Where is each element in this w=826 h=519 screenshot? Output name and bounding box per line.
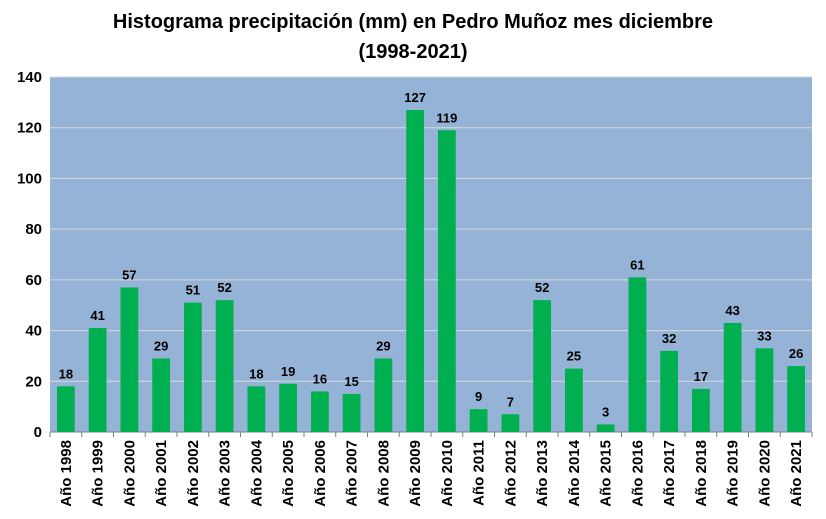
- x-tick-label: Año 2008: [375, 440, 392, 507]
- data-label: 15: [344, 374, 358, 389]
- x-tick-label: Año 1999: [90, 440, 107, 507]
- data-label: 9: [475, 389, 482, 404]
- x-tick-label: Año 2012: [502, 440, 519, 507]
- y-tick-label: 40: [25, 323, 42, 340]
- x-tick-label: Año 2009: [407, 440, 424, 507]
- bar-series: [56, 109, 806, 432]
- bar: [533, 300, 552, 432]
- x-tick-label: Año 2000: [121, 440, 138, 507]
- bar: [374, 358, 393, 432]
- data-label: 43: [725, 303, 739, 318]
- x-axis: Año 1998 Año 1999 Año 2000 Año 2001 Año 2002…: [49, 432, 813, 507]
- data-label: 18: [249, 366, 263, 381]
- x-tick-label: Año 2013: [534, 440, 551, 507]
- bar: [215, 300, 234, 432]
- bar: [88, 328, 107, 432]
- data-label: 52: [535, 280, 549, 295]
- x-tick-label: Año 2016: [629, 440, 646, 507]
- data-labels: 18 41 57 29 51 52 18 19 16 15 29 127 119 9 7 52 25 3 61 32 1…: [59, 90, 804, 419]
- x-tick-label: Año 2014: [566, 439, 583, 506]
- x-tick-label: Año 2007: [344, 440, 361, 507]
- bar: [120, 287, 139, 432]
- y-tick-label: 80: [25, 221, 42, 238]
- bar: [247, 386, 266, 432]
- x-tick-label: Año 2003: [217, 440, 234, 507]
- x-tick-label: Año 2021: [788, 440, 805, 507]
- chart-subtitle: (1998-2021): [359, 41, 468, 63]
- data-label: 57: [122, 267, 136, 282]
- x-tick-label: Año 2017: [661, 440, 678, 507]
- x-tick-label: Año 1998: [58, 440, 75, 507]
- x-tick-label: Año 2018: [693, 440, 710, 507]
- bar: [628, 277, 647, 432]
- y-tick-label: 0: [34, 424, 42, 441]
- bar: [755, 348, 774, 432]
- x-tick-label: Año 2010: [439, 440, 456, 507]
- data-label: 18: [59, 366, 73, 381]
- y-tick-label: 140: [17, 69, 42, 86]
- data-label: 51: [186, 283, 200, 298]
- x-tick-label: Año 2020: [756, 440, 773, 507]
- bar: [469, 409, 488, 432]
- y-tick-label: 60: [25, 272, 42, 289]
- data-label: 52: [217, 280, 231, 295]
- y-tick-label: 120: [17, 120, 42, 137]
- gridlines: [50, 76, 812, 382]
- data-label: 127: [404, 90, 426, 105]
- data-label: 17: [694, 369, 708, 384]
- data-label: 19: [281, 364, 295, 379]
- data-label: 16: [313, 371, 327, 386]
- bar: [691, 388, 710, 432]
- bar: [56, 386, 75, 432]
- data-label: 61: [630, 257, 644, 272]
- y-tick-label: 20: [25, 373, 42, 390]
- bar: [501, 414, 520, 432]
- bar: [406, 109, 425, 432]
- bar: [787, 366, 806, 432]
- data-label: 26: [789, 346, 803, 361]
- data-label: 33: [757, 328, 771, 343]
- data-label: 25: [567, 349, 581, 364]
- y-tick-label: 100: [17, 170, 42, 187]
- data-label: 32: [662, 331, 676, 346]
- data-label: 7: [507, 394, 514, 409]
- bar: [660, 350, 679, 432]
- bar: [596, 424, 615, 432]
- x-tick-label: Año 2019: [725, 440, 742, 507]
- data-label: 29: [376, 338, 390, 353]
- x-tick-label: Año 2004: [248, 439, 265, 506]
- bar: [183, 302, 202, 432]
- x-tick-label: Año 2015: [598, 440, 615, 507]
- bar: [437, 130, 456, 432]
- data-label: 119: [436, 110, 457, 125]
- x-tick-label: Año 2006: [312, 440, 329, 507]
- x-tick-label: Año 2005: [280, 440, 297, 507]
- x-tick-label: Año 2002: [185, 440, 202, 507]
- chart-title: Histograma precipitación (mm) en Pedro M…: [113, 11, 713, 33]
- plot-area: [50, 77, 812, 432]
- bar: [564, 368, 583, 432]
- data-label: 3: [602, 404, 609, 419]
- x-tick-label: Año 2001: [153, 440, 170, 507]
- bar: [723, 322, 742, 432]
- bar: [342, 393, 361, 432]
- bar: [310, 391, 329, 432]
- bar: [279, 383, 298, 432]
- x-tick-label: Año 2011: [471, 440, 488, 506]
- bar: [152, 358, 171, 432]
- data-label: 29: [154, 338, 168, 353]
- data-label: 41: [90, 308, 104, 323]
